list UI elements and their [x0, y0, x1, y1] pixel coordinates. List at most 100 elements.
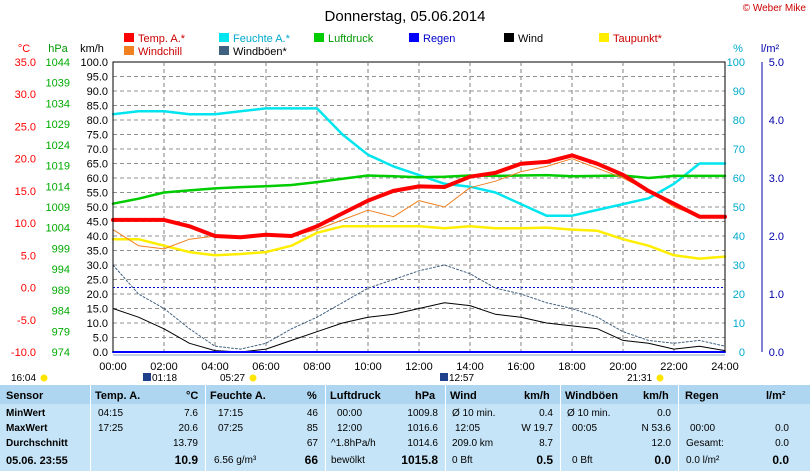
humidity-axis-tick: 100: [727, 57, 745, 69]
humidity-axis-tick: 20: [733, 289, 745, 301]
temp-axis-tick: 30.0: [15, 89, 36, 101]
x-tick-label: 20:00: [609, 361, 637, 373]
gust-min-label: Ø 10 min.: [567, 408, 611, 419]
unit-label-kmh: km/h: [80, 43, 104, 55]
moonset-label: 01:18: [152, 373, 177, 384]
gust-bft: 0 Bft: [572, 455, 593, 466]
press-header: Luftdruck: [330, 390, 381, 402]
hum-current: 66: [304, 453, 318, 467]
x-tick-label: 00:00: [99, 361, 127, 373]
x-tick-label: 14:00: [456, 361, 484, 373]
row-label-max: MaxWert: [6, 423, 48, 434]
wind-axis-tick: 45.0: [87, 217, 108, 229]
pressure-axis-tick: 1024: [46, 140, 70, 152]
legend-swatch-windchill: [124, 46, 134, 55]
chart-grid: [113, 62, 725, 352]
pressure-axis-tick: 979: [52, 326, 70, 338]
wind-axis-tick: 25.0: [87, 275, 108, 287]
stats-panel: Sensor MinWert MaxWert Durchschnitt 05.0…: [0, 385, 810, 471]
sunset-icon: [656, 374, 664, 382]
rain-axis-tick: 3.0: [769, 173, 784, 185]
rain-axis-tick: 2.0: [769, 231, 784, 243]
unit-label-hpa: hPa: [48, 43, 68, 55]
hum-max-time: 07:25: [218, 423, 244, 434]
series-line-wind: [112, 302, 726, 353]
pressure-axis-tick: 974: [52, 347, 70, 359]
temp-avg: 13.79: [172, 438, 198, 449]
temp-axis-tick: 0.0: [21, 283, 36, 295]
temp-max-time: 17:25: [98, 423, 124, 434]
moonrise-label: 12:57: [449, 373, 474, 384]
rain-total: 0.0: [775, 438, 789, 449]
legend: Temp. A.* Feuchte A.* Luftdruck Regen Wi…: [124, 33, 663, 58]
wind-axis-tick: 40.0: [87, 231, 108, 243]
pressure-axis-tick: 989: [52, 285, 70, 297]
legend-label-rain: Regen: [423, 33, 455, 45]
pressure-axis-tick: 1039: [46, 78, 70, 90]
press-min: 1009.8: [407, 408, 438, 419]
unit-label-percent: %: [733, 43, 743, 55]
pressure-axis-tick: 984: [52, 306, 70, 318]
gust-min: 0.0: [657, 408, 671, 419]
row-label-avg: Durchschnitt: [6, 438, 68, 449]
pressure-axis-tick: 999: [52, 243, 70, 255]
gust-avg: 12.0: [651, 438, 671, 449]
wind-axis-tick: 55.0: [87, 188, 108, 200]
wind-axis-tick: 15.0: [87, 304, 108, 316]
series-line-humidity: [111, 107, 727, 217]
press-max: 1016.6: [407, 423, 438, 434]
series-line-dewpoint: [111, 225, 727, 260]
legend-label-wind: Wind: [518, 33, 543, 45]
wind-current: 0.5: [536, 453, 553, 467]
humidity-axis-tick: 90: [733, 86, 745, 98]
pressure-axis-tick: 1009: [46, 202, 70, 214]
gust-max-time: 00:05: [572, 423, 598, 434]
temp-header: Temp. A.: [95, 390, 141, 402]
rain-unit: l/m²: [766, 390, 786, 402]
legend-swatch-gusts: [219, 46, 229, 55]
press-min-time: 00:00: [337, 408, 363, 419]
hum-max: 85: [306, 423, 318, 434]
x-tick-label: 16:00: [507, 361, 535, 373]
wind-axis-tick: 70.0: [87, 144, 108, 156]
wind-axis-tick: 60.0: [87, 173, 108, 185]
pressure-axis-tick: 1004: [46, 223, 70, 235]
sunrise-icon: [249, 374, 257, 382]
rain-max: 0.0: [775, 423, 789, 434]
x-tick-label: 06:00: [252, 361, 280, 373]
temp-max: 20.6: [178, 423, 198, 434]
press-avg: 1014.6: [407, 438, 438, 449]
pressure-axis-tick: 1034: [46, 98, 70, 110]
wind-min: 0.4: [539, 408, 553, 419]
chart-title: Donnerstag, 05.06.2014: [325, 8, 486, 25]
pressure-axis-tick: 994: [52, 264, 70, 276]
weather-chart: Donnerstag, 05.06.2014 © Weber Mike Temp…: [11, 3, 807, 384]
wind-axis-tick: 5.0: [93, 333, 108, 345]
gust-current: 0.0: [654, 453, 671, 467]
press-unit: hPa: [415, 390, 436, 402]
rain-total-label: Gesamt:: [686, 438, 724, 449]
temp-axis-tick: 20.0: [15, 154, 36, 166]
wind-axis-tick: 95.0: [87, 72, 108, 84]
wind-axis-tick: 90.0: [87, 86, 108, 98]
legend-swatch-humidity: [219, 33, 229, 42]
x-tick-label: 18:00: [558, 361, 586, 373]
moonset-icon: [143, 373, 151, 381]
x-tick-label: 08:00: [303, 361, 331, 373]
legend-label-pressure: Luftdruck: [328, 33, 374, 45]
row-label-current: 05.06. 23:55: [6, 455, 68, 467]
left-time-label: 16:04: [11, 373, 36, 384]
wind-axis-tick: 10.0: [87, 318, 108, 330]
hum-absolute: 6.56 g/m³: [214, 455, 257, 466]
press-max-time: 12:00: [337, 423, 363, 434]
temp-axis-tick: 25.0: [15, 121, 36, 133]
wind-bft: 0 Bft: [452, 455, 473, 466]
wind-min-label: Ø 10 min.: [452, 408, 496, 419]
wind-axis-tick: 20.0: [87, 289, 108, 301]
legend-label-windchill: Windchill: [138, 46, 182, 58]
wind-axis-tick: 65.0: [87, 159, 108, 171]
wind-axis-tick: 50.0: [87, 202, 108, 214]
sun-icon-left: [40, 374, 48, 382]
axis-ticks: 00:00 02:00 04:00 06:00 08:00 10:00 12:00 14:00…: [11, 57, 784, 373]
series-line-temperature: [111, 153, 727, 240]
